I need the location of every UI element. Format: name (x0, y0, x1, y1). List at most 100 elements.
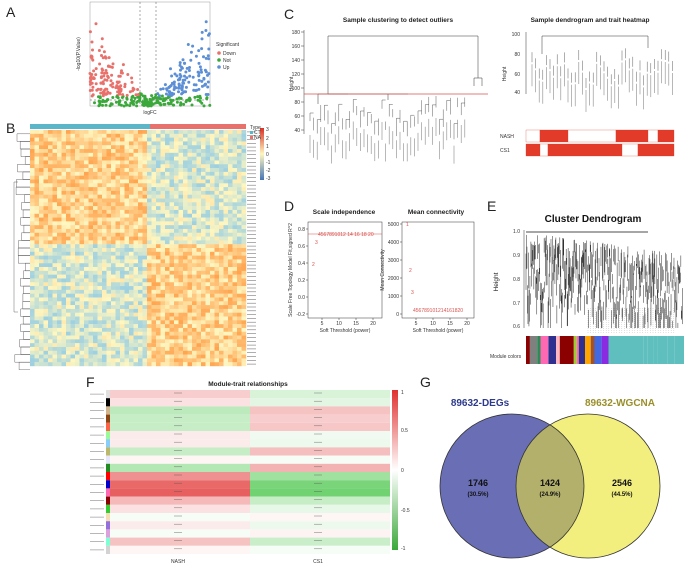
heatmap-cell (151, 130, 157, 135)
heatmap-cell (70, 339, 76, 344)
mt-cell-cs1 (250, 406, 390, 415)
heatmap-cell (30, 137, 35, 142)
scale-xticks: 5 10 15 20 (321, 318, 376, 327)
heatmap-cell (70, 145, 76, 150)
volcano-point (100, 54, 103, 57)
heatmap-cell (111, 236, 116, 241)
heatmap-cell (75, 362, 80, 367)
heatmap-cell (102, 251, 107, 256)
heatmap-cell (75, 164, 80, 169)
heatmap-cell (241, 160, 247, 165)
heatmap-cell (205, 202, 211, 207)
heatmap-cell (124, 133, 130, 138)
heatmap-cell (174, 198, 179, 203)
heatmap-cell (214, 232, 220, 237)
heatmap-cell (178, 248, 184, 253)
heatmap-cell (142, 301, 148, 306)
heatmap-cell (84, 141, 89, 146)
heatmap-cell (48, 289, 53, 294)
heatmap-cell (138, 305, 143, 310)
heatmap-cell (232, 236, 238, 241)
heatmap-cell (120, 152, 125, 157)
heatmap-cell (169, 339, 175, 344)
heatmap-cell (214, 301, 220, 306)
heatmap-cell (219, 289, 224, 294)
heatmap-cell (93, 343, 98, 348)
heatmap-cell (61, 168, 67, 173)
heatmap-cell (241, 217, 247, 222)
heatmap-cell (151, 171, 157, 176)
heatmap-cell (34, 358, 40, 363)
heatmap-cell (30, 156, 35, 161)
heatmap-cell (97, 149, 103, 154)
heatmap-cell (160, 130, 166, 135)
volcano-point (94, 67, 98, 71)
heatmap-cell (156, 320, 161, 325)
heatmap-cell (205, 221, 211, 226)
heatmap-cell (57, 263, 62, 268)
trait-top-branch (541, 35, 649, 54)
heatmap-cell (84, 327, 89, 332)
heatmap-cell (142, 190, 148, 195)
heatmap-cell (84, 251, 89, 256)
heatmap-cell (93, 206, 98, 211)
volcano-point (180, 92, 184, 96)
heatmap-cell (124, 164, 130, 169)
heatmap-cell (34, 270, 40, 275)
heatmap-cell (147, 240, 152, 245)
heatmap-cell (70, 225, 76, 230)
heatmap-cell (66, 293, 71, 298)
heatmap-cell (84, 259, 89, 264)
volcano-point (200, 37, 204, 41)
heatmap-cell (151, 293, 157, 298)
volcano-point (134, 93, 138, 97)
heatmap-cell (232, 164, 238, 169)
heatmap-cell (124, 168, 130, 173)
heatmap-cell (165, 183, 170, 188)
heatmap-cell (165, 164, 170, 169)
heatmap-cell (129, 358, 134, 363)
heatmap-cell (232, 362, 238, 367)
heatmap-cell (219, 202, 224, 207)
heatmap-cell (124, 141, 130, 146)
heatmap-cell (156, 221, 161, 226)
heatmap-cell (115, 240, 121, 245)
heatmap-cell (160, 156, 166, 161)
heatmap-cell (169, 354, 175, 359)
heatmap-cell (156, 312, 161, 317)
heatmap-cell (120, 354, 125, 359)
heatmap-cell (178, 346, 184, 351)
heatmap-cell (223, 248, 229, 253)
heatmap-cell (156, 198, 161, 203)
heatmap-cell (129, 335, 134, 340)
heatmap-cell (34, 339, 40, 344)
heatmap-cell (147, 343, 152, 348)
heatmap-cell (84, 198, 89, 203)
heatmap-cell (228, 324, 233, 329)
heatmap-cell (160, 160, 166, 165)
heatmap-cell (39, 255, 44, 260)
heatmap-cell (147, 293, 152, 298)
heatmap-cell (160, 217, 166, 222)
heatmap-cell (124, 308, 130, 313)
heatmap-cell (174, 244, 179, 249)
heatmap-cell (228, 183, 233, 188)
heatmap-cell (223, 149, 229, 154)
heatmap-cell (201, 255, 206, 260)
heat-scale-tick-m3: -3 (266, 176, 271, 182)
volcano-point (101, 103, 104, 107)
heatmap-cell (75, 217, 80, 222)
heatmap-cell (124, 149, 130, 154)
heatmap-cell (237, 331, 242, 336)
heatmap-cell (133, 133, 139, 138)
heatmap-cell (34, 316, 40, 321)
heatmap-cell (75, 327, 80, 332)
heatmap-cell (120, 316, 125, 321)
heatmap-cell (237, 301, 242, 306)
volcano-point (170, 94, 173, 97)
heatmap-cell (174, 305, 179, 310)
heatmap-cell (196, 228, 202, 233)
heatmap-cell (147, 316, 152, 321)
heatmap-cell (66, 221, 71, 226)
heatmap-cell (39, 179, 44, 184)
